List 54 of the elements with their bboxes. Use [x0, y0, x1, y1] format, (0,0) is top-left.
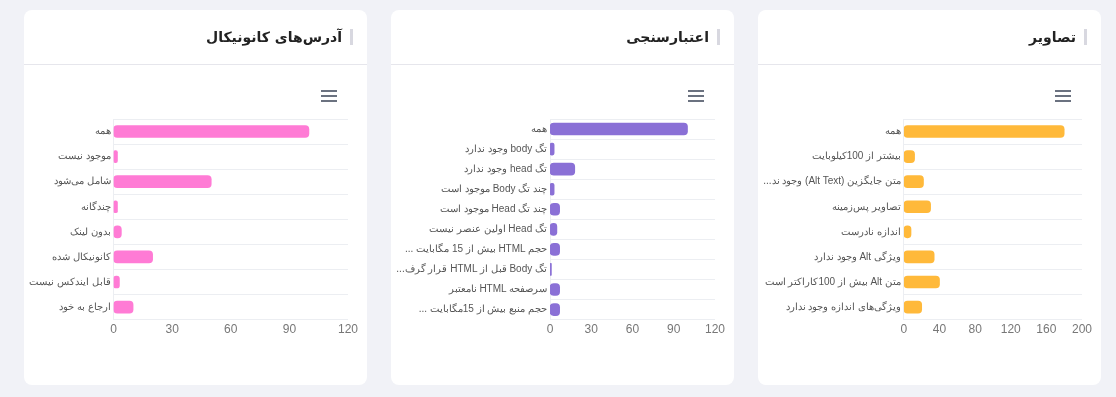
x-tick-label: 90 [667, 322, 681, 337]
x-tick-label: 80 [968, 322, 983, 337]
y-tick-label: همه [531, 122, 548, 134]
bar [550, 162, 576, 176]
y-tick-label: کانونیکال شده [51, 250, 111, 263]
x-tick-label: 160 [1036, 322, 1057, 337]
y-tick-label: ...وجود ند (Alt Text) متن جایگزین [763, 175, 901, 188]
y-tick-label: بیش از 100کاراکتر است Alt متن [764, 275, 901, 288]
y-tick-label: موجود است Body چند تگ [441, 182, 548, 195]
x-tick-label: 40 [932, 322, 947, 337]
y-tick-label: چندگانه [80, 200, 111, 213]
bar [903, 250, 935, 264]
y-tick-label: همه [884, 125, 901, 137]
y-tick-label: وجود ندارد body تگ [464, 142, 548, 155]
bar [903, 200, 931, 214]
y-tick-label: موجود است Head چند تگ [439, 203, 548, 216]
bar [113, 175, 212, 189]
x-tick-label: 120 [704, 322, 726, 337]
x-tick-label: 120 [337, 322, 359, 337]
x-tick-label: 0 [900, 322, 908, 337]
bar [903, 125, 1065, 138]
bar [113, 250, 153, 264]
y-tick-label: قابل ایندکس نیست [28, 275, 111, 288]
y-tick-label: اندازه نادرست [841, 225, 901, 238]
y-tick-label: موجود نیست [57, 150, 111, 163]
y-tick-label: ارجاع به خود [58, 300, 111, 313]
y-tick-label: وجود ندارد Alt ویژگی [813, 250, 901, 263]
y-tick-label: بیشتر از 100کیلوبایت [811, 150, 901, 163]
y-tick-label: نامعتبر HTML سرصفحه [447, 283, 548, 296]
chart-title: اعتبارسنجی [626, 29, 720, 45]
y-tick-label: اولین عنصر نیست Head تگ [428, 223, 548, 236]
y-tick-label: همه [94, 125, 111, 137]
x-tick-label: 0 [546, 322, 554, 337]
x-tick-label: 120 [1000, 322, 1022, 337]
x-tick-label: 60 [625, 322, 640, 337]
x-tick-label: 60 [224, 322, 238, 337]
y-tick-label: ... بیش از 15 مگابایت HTML حجم [405, 243, 548, 256]
bar [113, 125, 310, 138]
bar [550, 122, 688, 136]
x-tick-label: 200 [1071, 322, 1093, 337]
chart-title: تصاویر [1029, 29, 1087, 45]
y-tick-label: وجود ندارد head تگ [464, 162, 548, 175]
y-tick-label: بدون لینک [69, 225, 111, 238]
y-tick-label: ویژگی‌های اندازه وجود ندارد [785, 300, 901, 313]
x-tick-label: 30 [584, 322, 599, 337]
chart-title: آدرس‌های کانونیکال [206, 29, 353, 45]
x-tick-label: 90 [282, 322, 297, 337]
y-tick-label: ... حجم منبع بیش از 15مگابایت [418, 303, 548, 316]
x-tick-label: 0 [110, 322, 118, 337]
y-tick-label: تصاویر پس‌زمینه [832, 200, 901, 213]
y-tick-label: شامل می‌شود [53, 175, 111, 188]
bar [903, 275, 940, 289]
y-tick-label: ...قرار گرف HTML قبل از Body تگ [396, 263, 548, 276]
x-tick-label: 30 [165, 322, 180, 337]
